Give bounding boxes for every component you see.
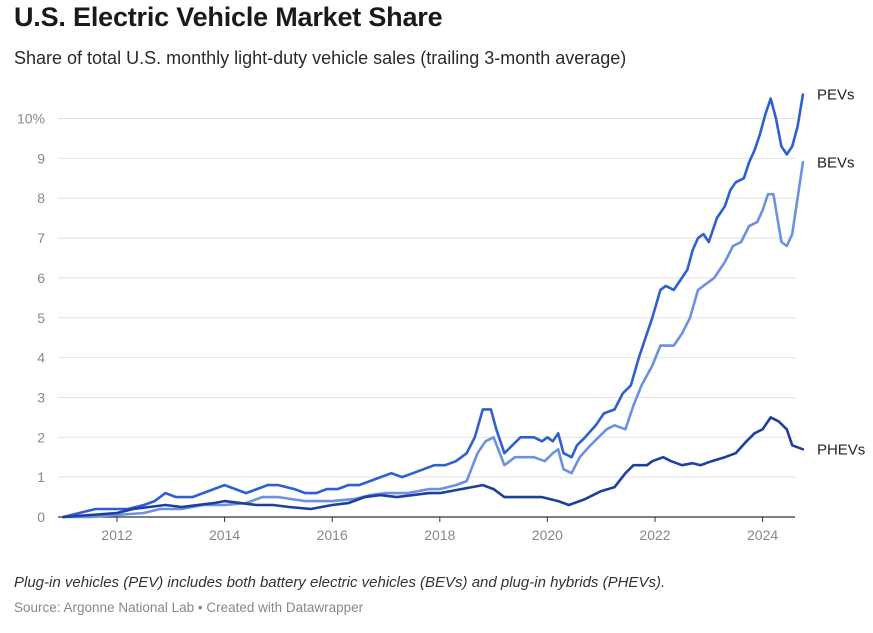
x-tick-label-2016: 2016 — [317, 527, 348, 543]
series-line-bevs — [61, 161, 805, 519]
series-label-pevs: PEVs — [817, 87, 855, 104]
x-tick-label-2014: 2014 — [209, 527, 240, 543]
y-tick-label-3: 3 — [37, 389, 45, 405]
series-lines — [61, 93, 805, 519]
x-tick-label-2024: 2024 — [747, 527, 778, 543]
x-axis-ticks: 2012 2014 2016 2018 2020 2022 2024 — [101, 517, 778, 543]
series-line-phevs — [61, 416, 805, 519]
y-tick-label-5: 5 — [37, 310, 45, 326]
chart-title: U.S. Electric Vehicle Market Share — [14, 2, 443, 32]
y-axis-ticks: 0 1 2 3 4 5 6 7 8 9 10% — [17, 111, 45, 526]
y-tick-label-7: 7 — [37, 230, 45, 246]
y-tick-label-1: 1 — [37, 469, 45, 485]
y-tick-label-4: 4 — [37, 350, 45, 366]
y-tick-label-2: 2 — [37, 429, 45, 445]
series-line-pevs — [61, 93, 805, 519]
y-tick-label-10: 10% — [17, 111, 45, 127]
x-tick-label-2018: 2018 — [424, 527, 455, 543]
x-tick-label-2022: 2022 — [639, 527, 670, 543]
series-labels: PEVs BEVs PHEVs — [817, 87, 865, 459]
x-tick-label-2012: 2012 — [101, 527, 132, 543]
series-label-bevs: BEVs — [817, 154, 855, 171]
x-tick-label-2020: 2020 — [532, 527, 563, 543]
chart-source: Source: Argonne National Lab • Created w… — [14, 600, 364, 615]
chart-subtitle: Share of total U.S. monthly light-duty v… — [14, 48, 627, 68]
y-tick-label-6: 6 — [37, 270, 45, 286]
chart-note: Plug-in vehicles (PEV) includes both bat… — [14, 574, 666, 591]
y-tick-label-9: 9 — [37, 150, 45, 166]
y-tick-label-8: 8 — [37, 190, 45, 206]
grid-lines — [58, 118, 795, 518]
series-label-phevs: PHEVs — [817, 441, 865, 458]
y-tick-label-0: 0 — [37, 509, 45, 525]
